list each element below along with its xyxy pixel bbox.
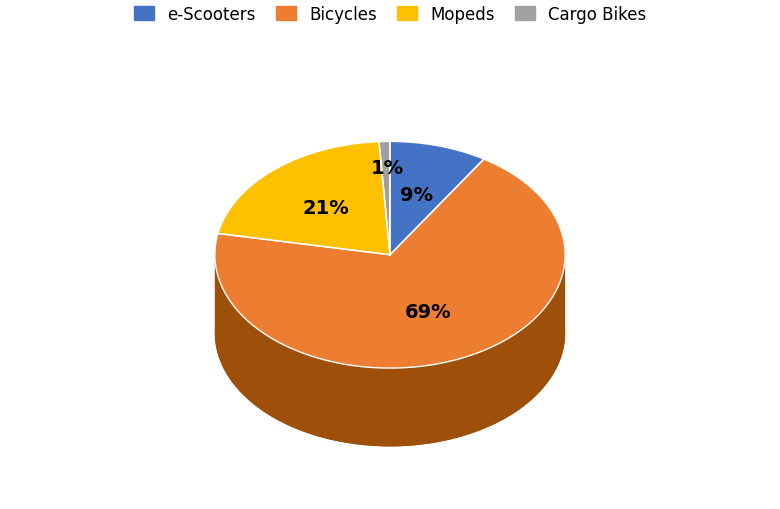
Ellipse shape [215, 220, 566, 446]
Polygon shape [215, 160, 566, 369]
Polygon shape [215, 255, 566, 446]
Polygon shape [218, 143, 390, 255]
Text: 1%: 1% [370, 158, 404, 177]
Polygon shape [390, 142, 484, 255]
Polygon shape [379, 142, 390, 255]
Legend: e-Scooters, Bicycles, Mopeds, Cargo Bikes: e-Scooters, Bicycles, Mopeds, Cargo Bike… [127, 0, 653, 31]
Text: 9%: 9% [400, 186, 434, 205]
Text: 69%: 69% [405, 303, 452, 322]
Text: 21%: 21% [303, 199, 349, 218]
